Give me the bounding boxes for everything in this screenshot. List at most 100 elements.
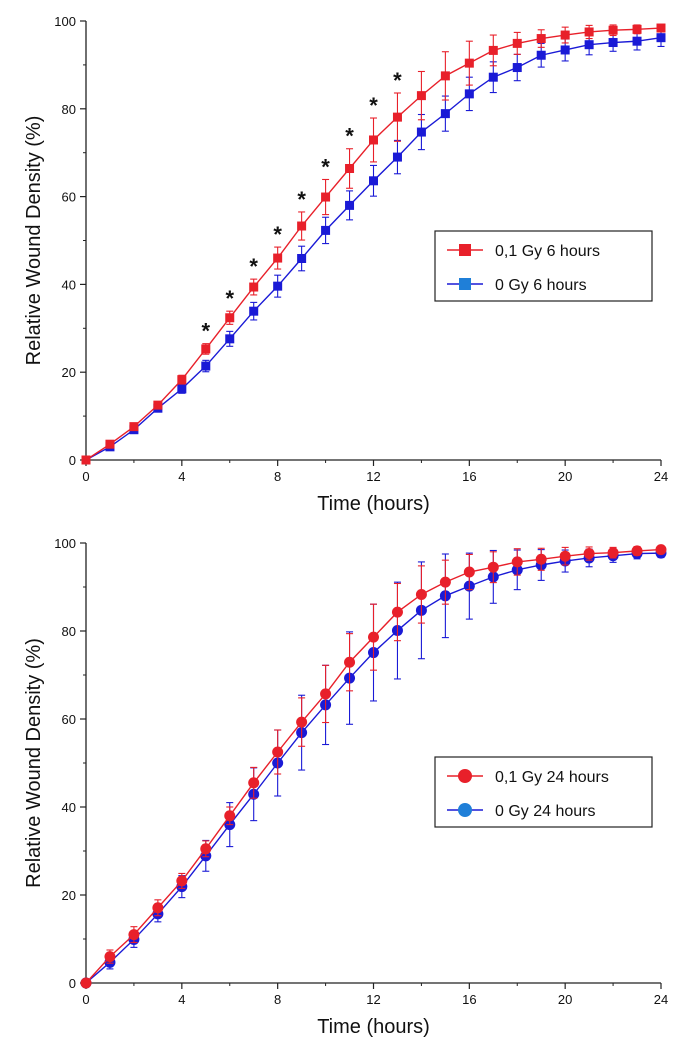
data-point xyxy=(297,253,307,263)
y-tick-label: 0 xyxy=(69,976,76,991)
data-point xyxy=(104,951,116,963)
legend-box xyxy=(434,230,653,302)
data-point xyxy=(273,253,283,263)
y-tick-label: 20 xyxy=(62,365,76,380)
data-point xyxy=(345,164,355,174)
data-point xyxy=(512,63,522,73)
data-point xyxy=(656,23,666,33)
data-point xyxy=(201,344,211,354)
y-tick-label: 60 xyxy=(62,190,76,205)
data-point xyxy=(416,127,426,137)
series-treated xyxy=(81,23,666,465)
data-point xyxy=(631,545,643,557)
data-point xyxy=(584,40,594,50)
data-point xyxy=(272,746,284,758)
x-tick-label: 16 xyxy=(462,469,476,484)
data-point xyxy=(632,36,642,46)
legend-label: 0,1 Gy 24 hours xyxy=(495,769,609,786)
y-tick-label: 40 xyxy=(62,800,76,815)
y-tick-label: 40 xyxy=(62,277,76,292)
legend-label: 0 Gy 24 hours xyxy=(495,803,596,820)
data-point xyxy=(416,91,426,101)
data-point xyxy=(536,50,546,60)
data-point xyxy=(248,777,260,789)
data-point xyxy=(176,875,188,887)
y-tick-label: 60 xyxy=(62,712,76,727)
series-control xyxy=(81,28,666,465)
y-tick-label: 80 xyxy=(62,102,76,117)
data-point xyxy=(511,556,523,568)
data-point xyxy=(369,135,378,145)
legend: 0,1 Gy 6 hours 0 Gy 6 hours xyxy=(434,230,653,302)
data-point xyxy=(656,33,666,43)
legend-marker xyxy=(458,803,472,817)
data-point xyxy=(440,109,450,119)
data-point xyxy=(608,25,618,35)
data-point xyxy=(369,176,378,186)
data-point xyxy=(152,902,164,914)
data-point xyxy=(488,72,498,82)
data-point xyxy=(487,561,499,573)
data-point xyxy=(80,977,92,989)
x-tick-label: 12 xyxy=(366,992,380,1007)
y-tick-label: 20 xyxy=(62,888,76,903)
data-point xyxy=(415,588,427,600)
data-point xyxy=(105,439,115,449)
data-point xyxy=(224,810,236,822)
data-point xyxy=(560,45,570,55)
data-point xyxy=(225,313,235,323)
x-tick-label: 0 xyxy=(82,992,89,1007)
data-point xyxy=(391,606,403,618)
data-point xyxy=(177,375,187,385)
data-point xyxy=(129,422,139,432)
data-point xyxy=(200,843,212,855)
x-tick-label: 12 xyxy=(366,469,380,484)
data-point xyxy=(463,566,475,578)
x-tick-label: 4 xyxy=(178,992,185,1007)
data-point xyxy=(249,282,259,292)
data-point xyxy=(153,400,163,410)
series-treated xyxy=(80,544,667,989)
x-tick-label: 20 xyxy=(558,469,572,484)
data-point xyxy=(345,200,355,210)
legend-box xyxy=(434,756,653,828)
data-point xyxy=(128,929,140,941)
data-point xyxy=(201,361,211,371)
significance-star: * xyxy=(225,286,234,311)
data-point xyxy=(559,550,571,562)
data-point xyxy=(320,688,332,700)
data-point xyxy=(464,89,474,99)
data-point xyxy=(464,58,474,68)
data-point xyxy=(439,576,451,588)
x-tick-label: 16 xyxy=(462,992,476,1007)
significance-star: * xyxy=(369,93,378,118)
data-point xyxy=(297,221,307,231)
data-point xyxy=(344,656,356,668)
data-point xyxy=(655,544,667,556)
legend-marker xyxy=(459,278,471,290)
x-axis-title: Time (hours) xyxy=(317,493,430,515)
y-tick-label: 100 xyxy=(54,536,76,551)
data-point xyxy=(392,152,402,162)
data-point xyxy=(321,225,331,235)
significance-star: * xyxy=(321,154,330,179)
data-point xyxy=(392,112,402,122)
significance-star: * xyxy=(345,124,354,149)
y-tick-label: 0 xyxy=(69,453,76,468)
x-axis-title: Time (hours) xyxy=(317,1016,430,1038)
data-point xyxy=(512,38,522,48)
chart-panel-top: 0 4 8 12 16 20 24 0 20 40 60 80 100 Time (hours) Relat… xyxy=(23,14,668,515)
y-tick-label: 100 xyxy=(54,14,76,29)
data-point xyxy=(608,38,618,48)
significance-star: * xyxy=(202,319,211,344)
significance-star: * xyxy=(393,68,402,93)
legend-label: 0,1 Gy 6 hours xyxy=(495,243,600,260)
y-axis-title: Relative Wound Density (%) xyxy=(23,638,45,888)
significance-star: * xyxy=(273,222,282,247)
legend: 0,1 Gy 24 hours 0 Gy 24 hours xyxy=(434,756,653,828)
data-point xyxy=(177,384,187,394)
y-axis-title: Relative Wound Density (%) xyxy=(23,116,45,366)
x-tick-label: 20 xyxy=(558,992,572,1007)
